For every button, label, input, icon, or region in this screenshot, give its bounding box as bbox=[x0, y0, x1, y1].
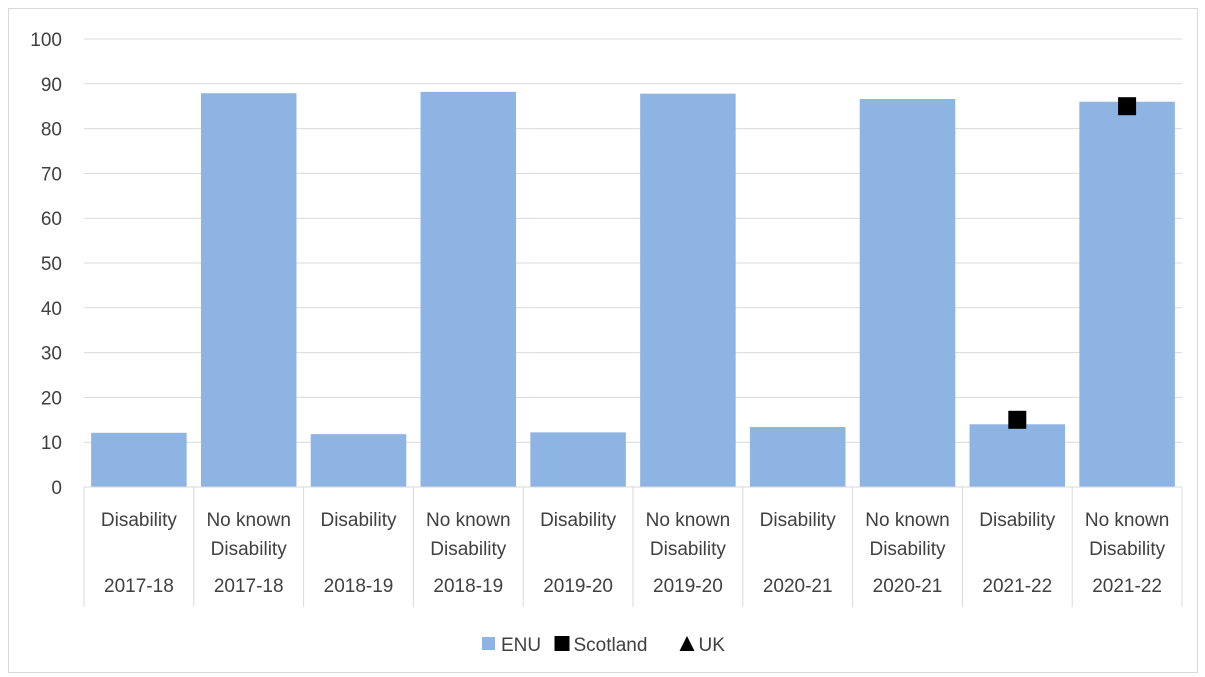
x-category-label: No known Disability bbox=[426, 510, 511, 560]
bars bbox=[91, 91, 1175, 488]
x-category-label: No known Disability bbox=[646, 510, 731, 560]
x-year-label: 2018-19 bbox=[433, 576, 503, 597]
y-tick-label: 10 bbox=[41, 433, 62, 454]
x-year-label: 2017-18 bbox=[214, 576, 284, 597]
x-year-label: 2021-22 bbox=[982, 576, 1052, 597]
bar-enu bbox=[859, 99, 956, 488]
y-tick-label: 90 bbox=[41, 75, 62, 96]
legend-label-enu: ENU bbox=[501, 635, 541, 656]
x-category-label: No known Disability bbox=[865, 510, 950, 560]
bar-enu bbox=[640, 93, 736, 487]
x-category-label: Disability bbox=[760, 510, 837, 531]
x-year-label: 2019-20 bbox=[653, 576, 723, 597]
legend-swatch-uk bbox=[679, 636, 695, 651]
x-category-label: No known Disability bbox=[1085, 510, 1170, 560]
bar-chart: 0 10 20 30 40 50 60 70 80 90 100 Disability 2017-18… bbox=[30, 30, 1183, 656]
x-year-label: 2017-18 bbox=[104, 576, 174, 597]
y-tick-label: 70 bbox=[41, 164, 62, 185]
y-tick-label: 80 bbox=[41, 120, 62, 141]
x-category-label: No known Disability bbox=[206, 510, 291, 560]
x-category-label: Disability bbox=[540, 510, 617, 531]
legend-label-uk: UK bbox=[699, 635, 726, 656]
bar-enu bbox=[91, 432, 187, 487]
bar-enu bbox=[530, 432, 626, 487]
x-year-label: 2020-21 bbox=[873, 576, 943, 597]
marker-uk bbox=[1120, 99, 1135, 113]
y-tick-label: 100 bbox=[30, 30, 62, 51]
bar-enu bbox=[969, 424, 1066, 487]
x-category-label: Disability bbox=[320, 510, 397, 531]
legend-swatch-enu bbox=[482, 637, 495, 650]
bar-enu bbox=[749, 426, 846, 487]
bar-enu bbox=[420, 91, 517, 487]
x-category-label: Disability bbox=[979, 510, 1056, 531]
x-year-label: 2020-21 bbox=[763, 576, 833, 597]
y-tick-label: 20 bbox=[41, 388, 62, 409]
bar-enu bbox=[1079, 101, 1175, 487]
bar-enu bbox=[200, 93, 297, 487]
y-tick-label: 0 bbox=[51, 478, 62, 499]
legend-swatch-scotland bbox=[554, 636, 570, 651]
x-year-label: 2018-19 bbox=[324, 576, 394, 597]
y-tick-label: 60 bbox=[41, 209, 62, 230]
y-axis-ticks: 0 10 20 30 40 50 60 70 80 90 100 bbox=[30, 30, 62, 499]
legend: ENU Scotland UK bbox=[482, 635, 725, 656]
y-tick-label: 50 bbox=[41, 254, 62, 275]
y-tick-label: 30 bbox=[41, 344, 62, 365]
x-axis: Disability 2017-18 No known Disability 2017-… bbox=[83, 486, 1183, 607]
legend-label-scotland: Scotland bbox=[574, 635, 648, 656]
x-year-label: 2021-22 bbox=[1092, 576, 1162, 597]
y-tick-label: 40 bbox=[41, 299, 62, 320]
x-year-label: 2019-20 bbox=[543, 576, 613, 597]
x-category-label: Disability bbox=[101, 510, 178, 531]
chart-frame: 0 10 20 30 40 50 60 70 80 90 100 Disability 2017-18… bbox=[8, 8, 1198, 673]
bar-enu bbox=[310, 434, 407, 487]
marker-uk bbox=[1010, 410, 1025, 424]
markers bbox=[1008, 97, 1137, 429]
